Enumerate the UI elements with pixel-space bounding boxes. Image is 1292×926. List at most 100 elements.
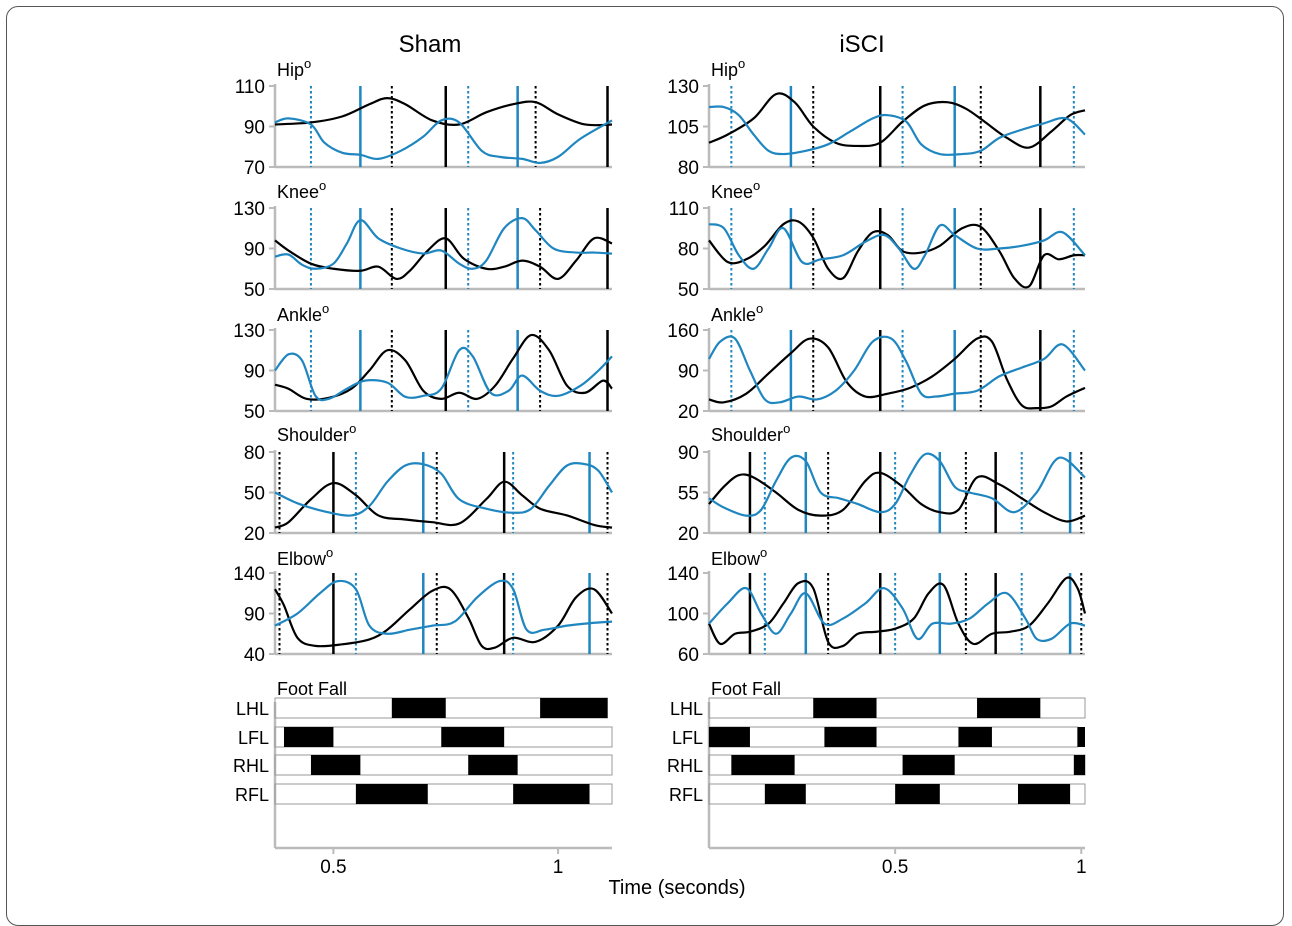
stance-bar xyxy=(441,727,505,747)
y-tick-label: 60 xyxy=(678,645,699,666)
panel-elbow: Elbowo 60 100 140 xyxy=(667,545,1087,666)
footfall-row-label: LFL xyxy=(672,728,703,748)
degree-superscript: o xyxy=(349,421,356,436)
y-tick-label: 90 xyxy=(678,362,699,383)
stance-bar xyxy=(391,698,446,718)
degree-superscript: o xyxy=(783,421,790,436)
stance-bar xyxy=(1077,727,1085,747)
y-tick-label: 40 xyxy=(244,645,265,666)
trace-black xyxy=(708,92,1086,149)
x-tick-label: 0.5 xyxy=(320,857,346,878)
y-tick-label: 90 xyxy=(244,362,265,383)
trace-blue xyxy=(708,452,1086,517)
footfall-row-rhl: RHL xyxy=(233,754,613,776)
panel-label: Hipo xyxy=(711,56,745,80)
trace-blue xyxy=(274,346,613,402)
stance-bar xyxy=(513,784,590,804)
stance-bar xyxy=(895,784,940,804)
stance-bar xyxy=(355,784,428,804)
footfall-row-lfl: LFL xyxy=(238,726,613,748)
trace-black xyxy=(274,585,613,651)
y-tick-label: 105 xyxy=(667,118,699,139)
group-title: Sham xyxy=(399,31,462,58)
degree-superscript: o xyxy=(326,545,333,560)
trace-black xyxy=(274,97,613,127)
y-tick-label: 130 xyxy=(233,199,265,220)
panel-label: Ankleo xyxy=(277,301,329,325)
y-tick-label: 20 xyxy=(678,402,699,423)
stance-bar xyxy=(824,727,877,747)
y-tick-label: 70 xyxy=(244,158,265,179)
footfall-row-label: LHL xyxy=(236,699,269,719)
footfall-row-box xyxy=(274,783,613,805)
degree-superscript: o xyxy=(319,178,326,193)
stance-bar xyxy=(1073,755,1085,775)
group-isci: iSCIHipo80105130Kneeo5080110Ankleo209016… xyxy=(667,31,1087,878)
trace-black xyxy=(274,480,613,529)
stance-bar xyxy=(813,698,877,718)
footfall-row-rfl: RFL xyxy=(235,783,613,805)
group-sham: Sham Hipo 70 90 110 Kneeo 50 90 130 Ankleo 50 90 130… xyxy=(233,31,613,878)
panel-shoulder: Shouldero 20 55 90 xyxy=(678,421,1086,545)
panel-label: Hipo xyxy=(277,56,311,80)
degree-superscript: o xyxy=(756,301,763,316)
footfall-row-box xyxy=(708,726,1079,748)
panel-label: Kneeo xyxy=(711,178,760,202)
degree-superscript: o xyxy=(753,178,760,193)
footfall-row-lhl: LHL xyxy=(236,697,609,719)
trace-black xyxy=(274,333,613,401)
panel-shoulder: Shouldero 20 50 80 xyxy=(244,421,613,545)
y-tick-label: 20 xyxy=(244,524,265,545)
footfall-label: Foot Fall xyxy=(711,679,781,699)
panel-knee: Kneeo 50 90 130 xyxy=(233,178,613,301)
panel-label: Shouldero xyxy=(711,421,790,445)
panel-label: Ankleo xyxy=(711,301,763,325)
y-tick-label: 110 xyxy=(235,77,265,98)
stance-bar xyxy=(1017,784,1071,804)
panel-elbow: Elbowo 40 90 140 xyxy=(233,545,613,666)
footfall-section: Foot Fall LHL LFL RHL RFL 0.5 1 xyxy=(667,679,1087,878)
trace-black xyxy=(708,335,1086,410)
y-tick-label: 90 xyxy=(244,118,265,139)
stance-bar xyxy=(310,755,361,775)
y-tick-label: 140 xyxy=(233,564,265,585)
footfall-row-rhl: RHL xyxy=(667,754,1086,776)
footfall-row-lhl: LHL xyxy=(670,697,1086,719)
y-tick-label: 80 xyxy=(678,158,699,179)
footfall-row-label: LFL xyxy=(238,728,269,748)
y-tick-label: 50 xyxy=(244,402,265,423)
footfall-section: Foot Fall LHL LFL RHL RFL 0.5 1 xyxy=(233,679,613,878)
y-tick-label: 50 xyxy=(244,484,265,505)
trace-blue xyxy=(708,223,1086,270)
footfall-row-box xyxy=(708,697,1086,719)
x-tick-label: 1 xyxy=(553,857,564,878)
degree-superscript: o xyxy=(304,56,311,71)
y-tick-label: 100 xyxy=(667,605,699,626)
footfall-row-box xyxy=(274,754,613,776)
y-tick-label: 80 xyxy=(244,443,265,464)
footfall-row-label: RHL xyxy=(233,756,269,776)
footfall-row-label: RFL xyxy=(669,785,703,805)
trace-black xyxy=(274,236,613,281)
footfall-label: Foot Fall xyxy=(277,679,347,699)
trace-blue xyxy=(274,462,613,517)
y-tick-label: 20 xyxy=(678,524,699,545)
x-tick-label: 0.5 xyxy=(882,857,908,878)
stance-bar xyxy=(764,784,806,804)
panel-hip: Hipo 70 90 110 xyxy=(235,56,613,179)
degree-superscript: o xyxy=(322,301,329,316)
y-tick-label: 55 xyxy=(678,484,699,505)
panel-label: Elbowo xyxy=(711,545,767,569)
trace-blue xyxy=(274,117,613,165)
y-tick-label: 160 xyxy=(667,321,699,342)
y-tick-label: 140 xyxy=(667,564,699,585)
degree-superscript: o xyxy=(738,56,745,71)
trace-blue xyxy=(274,217,613,270)
x-tick-label: 1 xyxy=(1076,857,1087,878)
stance-bar xyxy=(540,698,608,718)
gait-figure: Time (seconds) Sham Hipo 70 90 110 Kneeo 50 90 1… xyxy=(233,31,1087,899)
y-tick-label: 50 xyxy=(244,280,265,301)
stance-bar xyxy=(731,755,795,775)
footfall-row-lfl: LFL xyxy=(672,726,1085,748)
y-tick-label: 90 xyxy=(244,605,265,626)
